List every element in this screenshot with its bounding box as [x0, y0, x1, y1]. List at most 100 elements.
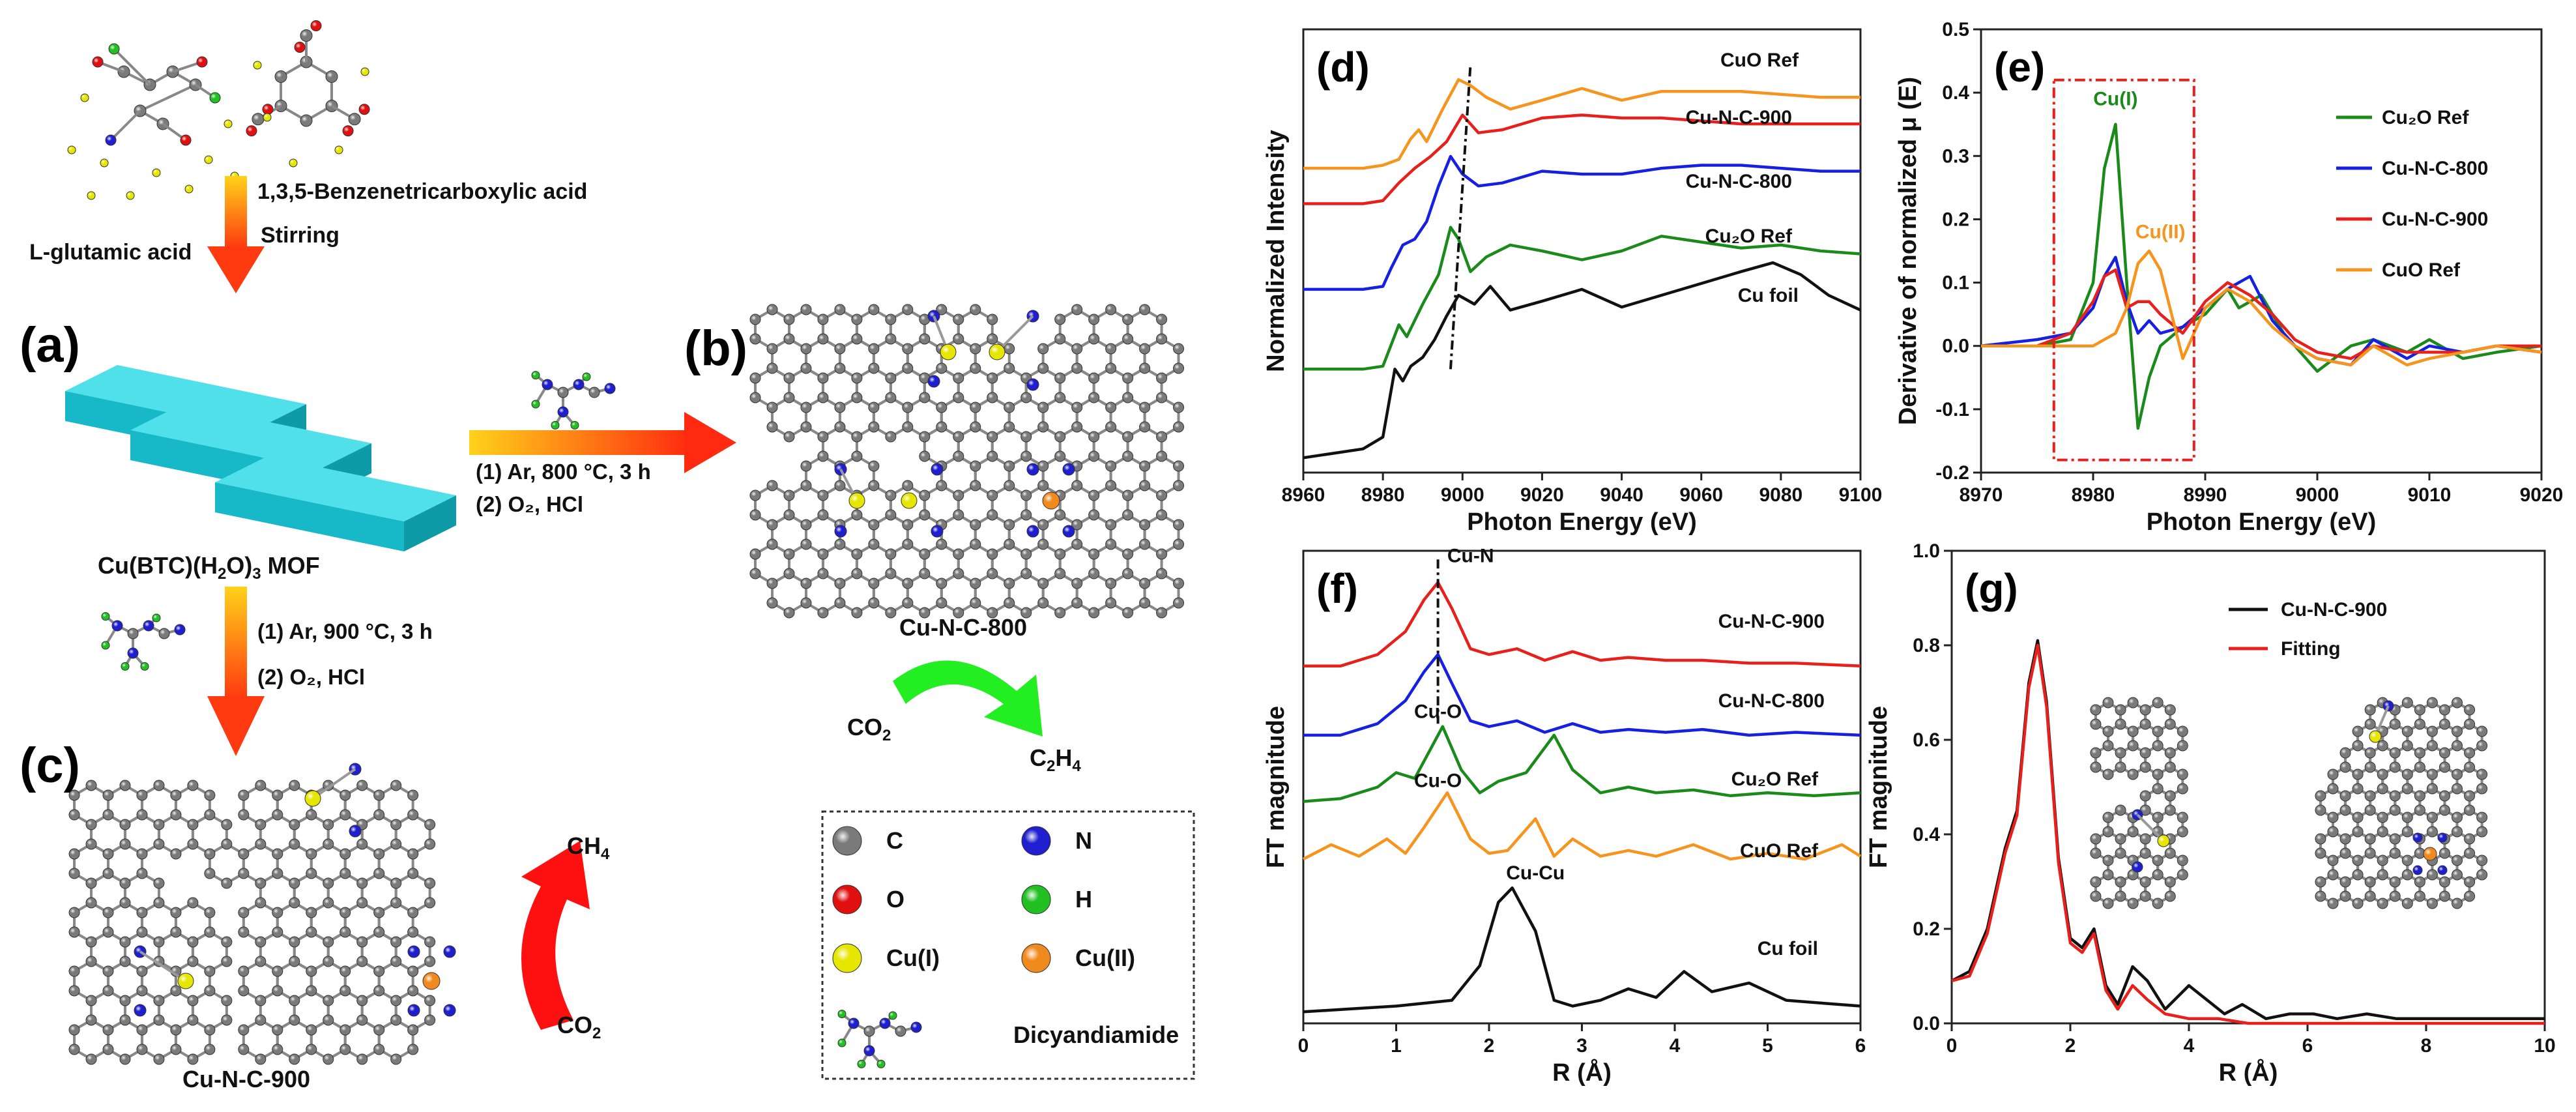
highlight-box [2052, 78, 2195, 461]
x-tick-label: 0 [1298, 1035, 1309, 1057]
bond [109, 110, 141, 141]
panel-label-c: (c) [20, 738, 80, 793]
struct-c-label: Cu-N-C-900 [182, 1066, 310, 1092]
atom-legend: C N O H Cu(I) Cu(II) Dicyandiamide [821, 810, 1195, 1080]
x-tick-label: 2 [1484, 1035, 1495, 1057]
curve-label-0: CuO Ref [1720, 50, 1799, 71]
x-tick-label: 6 [1855, 1035, 1866, 1057]
series-line-cuo-ref [1303, 78, 1860, 170]
inset-structure [2090, 697, 2488, 909]
btc-molecule [246, 20, 370, 168]
panel-label-b: (b) [684, 321, 747, 376]
legend-label-0: Cu-N-C-900 [2281, 599, 2387, 621]
x-tick-label: 0 [1946, 1035, 1958, 1057]
series-line-cu-n-c-800 [1303, 154, 1860, 291]
co2-label-b: CO2 [847, 714, 891, 744]
x-tick-label: 9000 [1441, 484, 1484, 506]
y-tick-label: 0.4 [1942, 82, 1969, 104]
x-tick-label: 4 [1670, 1035, 1681, 1057]
x-tick-label: 6 [2302, 1035, 2313, 1057]
arrow-down-c [207, 587, 265, 756]
chart-f: 0 1 2 3 4 5 6 R (Å) FT magnitude (f) Cu-N Cu-O Cu-O C… [1262, 546, 1866, 1087]
mof-crystal-rods [65, 365, 456, 551]
x-tick-label: 9020 [1520, 484, 1564, 506]
rod-end [404, 495, 456, 551]
condition-c-2: (2) O₂, HCl [257, 665, 365, 689]
series-line-cuo-ref [1981, 249, 2542, 367]
panel-label-f: (f) [1316, 565, 1358, 612]
panel-label-a: (a) [20, 317, 80, 373]
series-line-cuo-ref [1302, 791, 1862, 861]
bond [139, 950, 187, 982]
plot-frame [1302, 28, 1862, 474]
co2-to-ch4-arrow [521, 841, 590, 1030]
x-tick-label: 9100 [1839, 484, 1883, 506]
stirring-label: Stirring [261, 223, 340, 248]
x-tick-label: 8980 [2072, 484, 2115, 506]
legend-dicyandiamide-label: Dicyandiamide [1013, 1021, 1179, 1048]
curve-label-2: Cu₂O Ref [1731, 768, 1819, 790]
x-tick-label: 3 [1576, 1035, 1587, 1057]
legend-text-2: O [886, 886, 904, 913]
legend-text-5: Cu(II) [1075, 944, 1135, 971]
reagent-glutamic-label: L-glutamic acid [29, 240, 192, 265]
series-line-cu-o-ref [1303, 725, 1861, 803]
plot-frame [1980, 28, 2543, 474]
y-axis-label: Derivative of normalized μ (E) [1894, 77, 1922, 425]
x-tick-label: 4 [2184, 1035, 2195, 1057]
x-axis-label: R (Å) [2219, 1058, 2278, 1087]
x-axis-label: R (Å) [1552, 1058, 1612, 1087]
legend-label-1: Cu-N-C-800 [2382, 158, 2488, 179]
x-tick-label: 9000 [2296, 484, 2339, 506]
y-tick-label: 0.8 [1913, 635, 1940, 656]
bond [113, 48, 151, 86]
chart-e: 8970 8980 8990 9000 9010 9020 -0.2 -0.1 0.0 0.1 0.… [1894, 19, 2563, 536]
arrow-right-b [469, 412, 736, 473]
curve-label-3: CuO Ref [1740, 840, 1819, 862]
y-tick-label: 0.3 [1942, 145, 1969, 167]
legend-label-1: Fitting [2281, 638, 2341, 660]
x-tick-label: 8990 [2184, 484, 2227, 506]
cu-n-c-800-structure [749, 304, 1185, 619]
y-tick-label: 0.5 [1942, 19, 1969, 40]
rod-top [215, 456, 456, 521]
series-line-cu-n-c-800 [1303, 652, 1861, 737]
y-tick-label: 0.2 [1942, 209, 1969, 230]
x-tick-label: 9010 [2408, 484, 2452, 506]
chart-g: 0 2 4 6 8 10 0.0 0.2 0.4 0.6 0.8 1.0 R (Å) FT magnitu… [1865, 540, 2556, 1087]
y-axis-label: FT magnitude [1865, 706, 1892, 868]
x-tick-label: 9080 [1759, 484, 1802, 506]
ch4-label: CH4 [567, 832, 610, 863]
dicyandiamide-molecule-c [101, 612, 186, 671]
curve-label-4: Cu foil [1758, 938, 1818, 959]
curve-label-1: Cu-N-C-900 [1686, 107, 1792, 128]
panel-label-d: (d) [1316, 44, 1370, 91]
series-line-cu-n-c-800-ref-slot [1303, 113, 1860, 205]
series-line-fitting [1951, 643, 2545, 1025]
condition-b-2: (2) O₂, HCl [476, 492, 583, 516]
bond [139, 83, 196, 112]
mof-label: Cu(BTC)(H2O)3 MOF [98, 552, 320, 583]
legend-text-3: H [1075, 886, 1092, 913]
l-glutamic-acid-molecule [67, 43, 239, 200]
x-tick-label: 2 [2065, 1035, 2076, 1057]
x-tick-label: 8960 [1282, 484, 1325, 506]
annotation-cu-o-2: Cu-O [1414, 770, 1462, 792]
series-line-cu-n-c-900 [1981, 268, 2541, 360]
curve-label-3: Cu₂O Ref [1705, 226, 1793, 247]
curve-label-4: Cu foil [1738, 285, 1799, 306]
x-tick-label: 8 [2421, 1035, 2432, 1057]
co2-to-c2h4-arrow [893, 660, 1043, 737]
x-tick-label: 1 [1391, 1035, 1402, 1057]
x-tick-label: 8970 [1960, 484, 2003, 506]
x-axis-label: Photon Energy (eV) [1467, 508, 1697, 536]
struct-b-label: Cu-N-C-800 [899, 614, 1027, 641]
rod-top [130, 404, 371, 469]
y-axis-label: FT magnitude [1262, 706, 1290, 868]
bond [996, 315, 1034, 353]
y-axis-label: Normalized Intensity [1262, 130, 1290, 372]
panel-label-e: (e) [1994, 44, 2045, 91]
curve-label-2: Cu-N-C-800 [1686, 171, 1792, 192]
y-tick-label: 0.4 [1913, 824, 1940, 845]
